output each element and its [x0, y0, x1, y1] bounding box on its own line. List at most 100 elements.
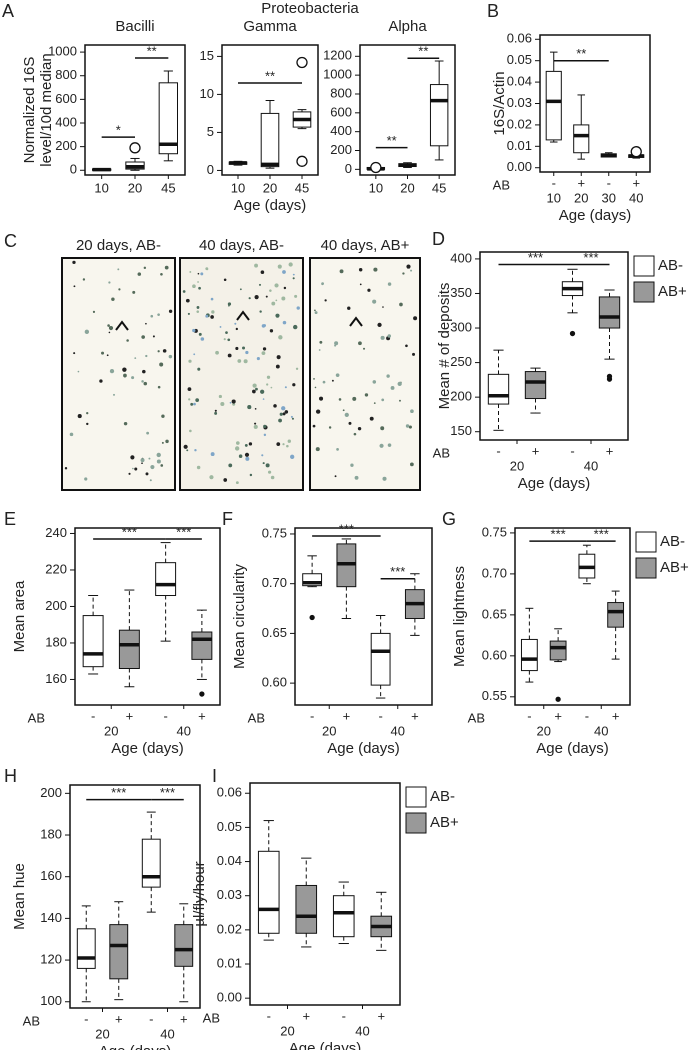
deposit	[288, 262, 293, 267]
deposit	[92, 310, 96, 313]
y-tick-label: 0.01	[507, 138, 532, 153]
significance-label: *	[116, 123, 121, 138]
deposit	[387, 282, 392, 286]
y-tick-label: 150	[450, 423, 472, 438]
y-tick-label: 0.03	[217, 887, 242, 902]
deposit	[281, 406, 286, 411]
y-tick-label: 800	[55, 67, 77, 82]
chart-title: Alpha	[388, 18, 427, 35]
y-tick-label: 400	[55, 114, 77, 129]
y-tick-label: 600	[330, 104, 352, 119]
deposit	[282, 320, 287, 325]
ab-tick-label: +	[343, 708, 351, 723]
deposit	[263, 424, 267, 428]
y-tick-label: 240	[45, 525, 67, 540]
panel-letter: C	[4, 231, 17, 251]
deposit	[276, 355, 281, 360]
deposit	[117, 268, 120, 271]
x-axis-label: Age (days)	[536, 740, 609, 757]
significance-label: **	[418, 44, 428, 59]
ab-tick-label: +	[577, 175, 585, 190]
deposit	[413, 316, 418, 321]
plot-frame	[514, 527, 631, 706]
deposit	[253, 424, 258, 429]
supertitle: Proteobacteria	[261, 0, 359, 17]
x-tick-label: 45	[432, 180, 446, 195]
deposit	[210, 452, 215, 457]
deposit	[162, 349, 167, 353]
x-tick-label: 40	[177, 723, 191, 738]
deposit	[296, 306, 300, 310]
deposit	[86, 422, 89, 426]
deposit	[232, 402, 236, 406]
deposit	[192, 284, 196, 289]
outlier	[296, 56, 308, 69]
deposit	[223, 338, 226, 341]
deposit	[402, 272, 405, 275]
ab-tick-label: +	[198, 708, 206, 723]
deposit	[405, 344, 408, 348]
deposit	[145, 322, 147, 325]
x-axis-label: Age (days)	[111, 740, 184, 757]
deposit	[218, 394, 222, 399]
y-tick-label: 0.65	[262, 625, 287, 640]
deposit	[314, 386, 317, 389]
box	[76, 928, 96, 969]
deposit	[291, 417, 294, 420]
deposit	[254, 422, 257, 425]
arrowhead	[115, 320, 129, 331]
legend-swatch	[635, 557, 657, 579]
deposit	[373, 402, 376, 404]
y-tick-label: 100	[40, 993, 62, 1008]
image-caption: 40 days, AB+	[321, 237, 410, 254]
ab-label: AB	[468, 710, 485, 725]
deposit	[265, 295, 268, 298]
deposit	[247, 405, 252, 410]
box	[545, 70, 562, 141]
deposit	[156, 452, 161, 458]
deposit	[157, 350, 160, 353]
deposit	[152, 335, 155, 338]
deposit	[315, 409, 321, 414]
deposit	[183, 444, 188, 449]
ab-tick-label: -	[527, 708, 531, 723]
deposit	[334, 341, 339, 346]
deposit	[123, 373, 127, 378]
ab-tick-label: -	[310, 708, 314, 723]
ab-tick-label: +	[606, 443, 614, 458]
legend-swatch	[633, 255, 655, 277]
deposit	[101, 351, 105, 355]
deposit	[248, 297, 251, 300]
deposit	[69, 432, 74, 437]
deposit	[245, 456, 250, 461]
deposit	[86, 412, 89, 415]
deposit	[263, 324, 267, 327]
micrograph	[179, 257, 304, 491]
deposit	[274, 283, 279, 288]
y-tick-label: 0.70	[482, 565, 507, 580]
deposit	[319, 396, 324, 401]
significance-label: **	[265, 68, 275, 83]
deposit	[126, 339, 129, 342]
deposit	[141, 380, 144, 383]
ab-tick-label: +	[532, 443, 540, 458]
deposit	[342, 409, 345, 412]
deposit	[260, 389, 265, 394]
deposit	[196, 310, 200, 313]
significance-label: ***	[528, 250, 543, 265]
significance-label: ***	[122, 524, 137, 539]
deposit	[258, 283, 262, 286]
deposit	[99, 379, 103, 383]
deposit	[290, 454, 295, 459]
x-tick-label: 20	[510, 458, 524, 473]
deposit	[109, 368, 115, 374]
deposit	[206, 268, 209, 271]
deposit	[331, 379, 334, 382]
deposit	[260, 270, 265, 274]
box	[174, 924, 194, 967]
deposit	[193, 353, 196, 356]
y-tick-label: 0.75	[262, 525, 287, 540]
deposit	[244, 452, 250, 457]
deposit	[198, 332, 202, 336]
